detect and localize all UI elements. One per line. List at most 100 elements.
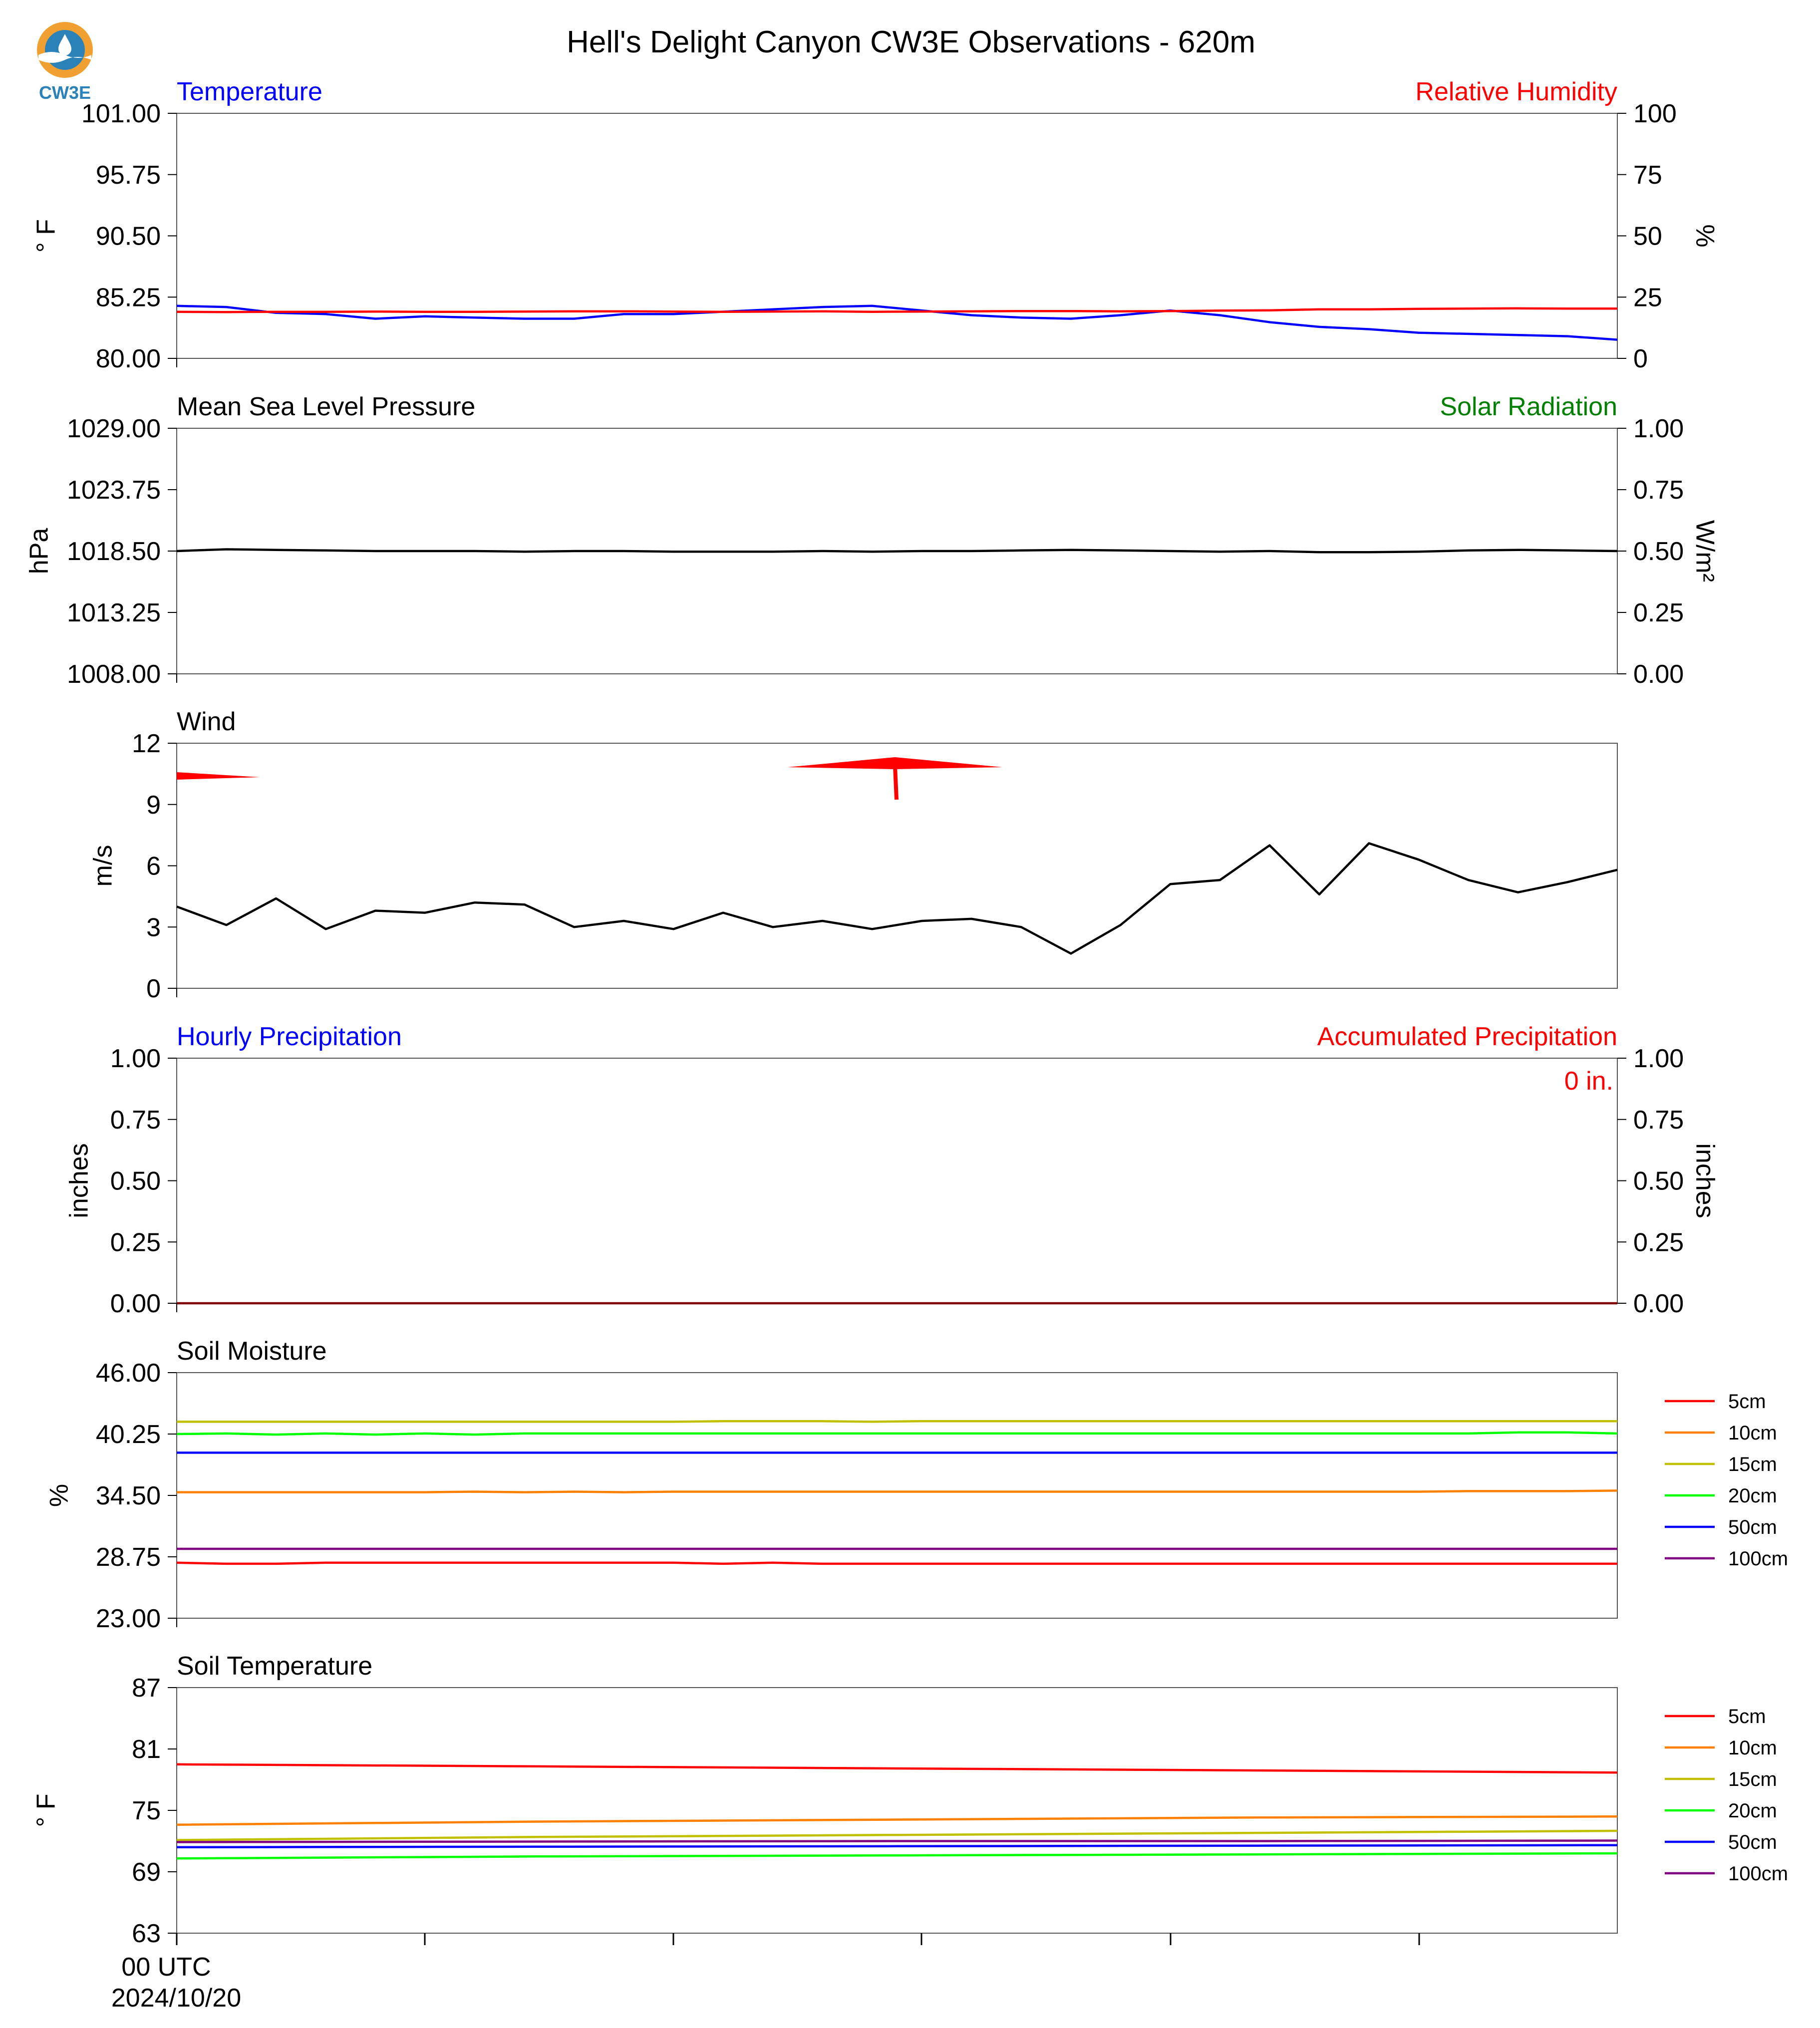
- y-tick-label: 75: [132, 1796, 161, 1825]
- y-axis-label: %: [45, 1484, 74, 1507]
- logo-droplet-icon: [58, 34, 71, 55]
- x-tick-label-date: 2024/10/20: [111, 1984, 241, 2013]
- y-right-tick-label: 0.50: [1633, 537, 1684, 566]
- y-right-tick-label: 1.00: [1633, 414, 1684, 443]
- y-right-tick-label: 0: [1633, 344, 1648, 373]
- y-tick-label: 63: [132, 1919, 161, 1948]
- y-tick-label: 87: [132, 1674, 161, 1703]
- panel-title-left: Hourly Precipitation: [177, 1022, 402, 1051]
- y-tick-label: 0.50: [110, 1167, 161, 1196]
- y-tick-label: 90.50: [96, 222, 161, 251]
- y-right-tick-label: 75: [1633, 161, 1662, 190]
- y-tick-label: 95.75: [96, 161, 161, 190]
- y-tick-label: 6: [146, 852, 161, 881]
- legend-label: 20cm: [1728, 1800, 1777, 1822]
- y-axis-label: inches: [65, 1143, 94, 1218]
- y-right-tick-label: 1.00: [1633, 1044, 1684, 1073]
- y-right-tick-label: 0.00: [1633, 660, 1684, 689]
- legend: 5cm 10cm 15cm 20cm 50cm 100cm: [1665, 1706, 1788, 1885]
- y-tick-label: 1029.00: [67, 414, 161, 443]
- y-tick-label: 40.25: [96, 1420, 161, 1449]
- wind-barb-head: [788, 757, 1002, 769]
- panel-title-right: Relative Humidity: [1415, 77, 1617, 106]
- y-tick-label: 46.00: [96, 1359, 161, 1388]
- legend-label: 15cm: [1728, 1768, 1777, 1790]
- legend-label: 100cm: [1728, 1863, 1788, 1885]
- y-tick-label: 1018.50: [67, 537, 161, 566]
- wind-barb: [177, 772, 260, 780]
- y-tick-label: 0: [146, 974, 161, 1003]
- legend: 5cm 10cm 15cm 20cm 50cm 100cm: [1665, 1391, 1788, 1570]
- series-line-right-1: [176, 307, 1617, 313]
- wind-barb-staff: [893, 766, 899, 800]
- y-tick-label: 1008.00: [67, 660, 161, 689]
- y-right-tick-label: 25: [1633, 283, 1662, 312]
- x-tick-label-time: 00 UTC: [121, 1953, 211, 1982]
- figure-title: Hell's Delight Canyon CW3E Observations …: [567, 25, 1255, 59]
- y-right-axis-label: %: [1690, 224, 1719, 247]
- y-tick-label: 34.50: [96, 1481, 161, 1510]
- y-axis-label: hPa: [25, 528, 54, 575]
- y-right-tick-label: 50: [1633, 222, 1662, 251]
- series-line-10cm: [176, 1815, 1618, 1826]
- y-right-tick-label: 0.75: [1633, 476, 1684, 505]
- series-line-20cm: [176, 1431, 1618, 1436]
- panel-pressure_solar: Mean Sea Level Pressure Solar Radiation 10…: [25, 392, 1720, 689]
- y-tick-label: 12: [132, 729, 161, 758]
- y-right-tick-label: 0.25: [1633, 1228, 1684, 1257]
- y-axis-label: m/s: [89, 845, 118, 887]
- legend-label: 5cm: [1728, 1391, 1766, 1413]
- panel-title-right: Solar Radiation: [1440, 392, 1617, 421]
- y-right-tick-label: 100: [1633, 99, 1677, 128]
- plot-frame: [176, 113, 1618, 359]
- series-line-left-0: [176, 842, 1618, 955]
- panel-title-right: Accumulated Precipitation: [1317, 1022, 1617, 1051]
- y-right-axis-label: inches: [1690, 1143, 1719, 1218]
- series-line-10cm: [177, 1489, 1618, 1493]
- series-line-100cm: [176, 1839, 1618, 1843]
- y-tick-label: 69: [132, 1858, 161, 1887]
- panel-title-left: Soil Temperature: [177, 1652, 372, 1681]
- y-tick-label: 1023.75: [67, 476, 161, 505]
- panel-soil_temperature: Soil Temperature 87 81 75 69 63 ° F 5cm 10cm 15cm…: [32, 1652, 1788, 1948]
- series-line-left-0: [176, 304, 1618, 341]
- legend-label: 10cm: [1728, 1737, 1777, 1759]
- logo-wave-icon: [38, 52, 91, 63]
- x-axis: [176, 1933, 1420, 1945]
- y-tick-label: 80.00: [96, 344, 161, 373]
- y-tick-label: 9: [146, 791, 161, 820]
- y-tick-label: 1013.25: [67, 598, 161, 627]
- y-tick-label: 0.25: [110, 1228, 161, 1257]
- series-line-5cm: [176, 1763, 1618, 1774]
- legend-label: 50cm: [1728, 1516, 1777, 1538]
- wind-barb: [788, 757, 1002, 800]
- legend-label: 50cm: [1728, 1831, 1777, 1853]
- y-right-tick-label: 0.00: [1633, 1289, 1684, 1318]
- panel-wind: Wind 12 9 6 3 0 m/s: [89, 707, 1618, 1003]
- y-axis-label: ° F: [32, 219, 61, 253]
- legend-label: 100cm: [1728, 1548, 1788, 1570]
- y-right-tick-label: 0.25: [1633, 598, 1684, 627]
- series-line-left-0: [176, 548, 1618, 554]
- series-line-5cm: [176, 1561, 1617, 1565]
- y-right-axis-label: W/m²: [1690, 520, 1719, 582]
- plot-frame: [176, 1058, 1618, 1304]
- series-line-20cm: [176, 1852, 1618, 1860]
- plot-frame: [176, 1372, 1618, 1619]
- y-tick-label: 23.00: [96, 1604, 161, 1633]
- y-right-tick-label: 0.75: [1633, 1106, 1684, 1135]
- legend-label: 20cm: [1728, 1485, 1777, 1507]
- y-tick-label: 0.00: [110, 1289, 161, 1318]
- y-tick-label: 28.75: [96, 1543, 161, 1572]
- y-tick-label: 81: [132, 1735, 161, 1764]
- series-line-15cm: [176, 1829, 1618, 1841]
- panel-soil_moisture: Soil Moisture 46.00 40.25 34.50 28.75 23.00% 5…: [45, 1337, 1788, 1633]
- y-axis-label: ° F: [32, 1793, 61, 1827]
- panel-title-left: Mean Sea Level Pressure: [177, 392, 475, 421]
- logo-text: CW3E: [39, 82, 91, 103]
- y-right-tick-label: 0.50: [1633, 1167, 1684, 1196]
- series-line-50cm: [176, 1844, 1618, 1849]
- y-tick-label: 0.75: [110, 1106, 161, 1135]
